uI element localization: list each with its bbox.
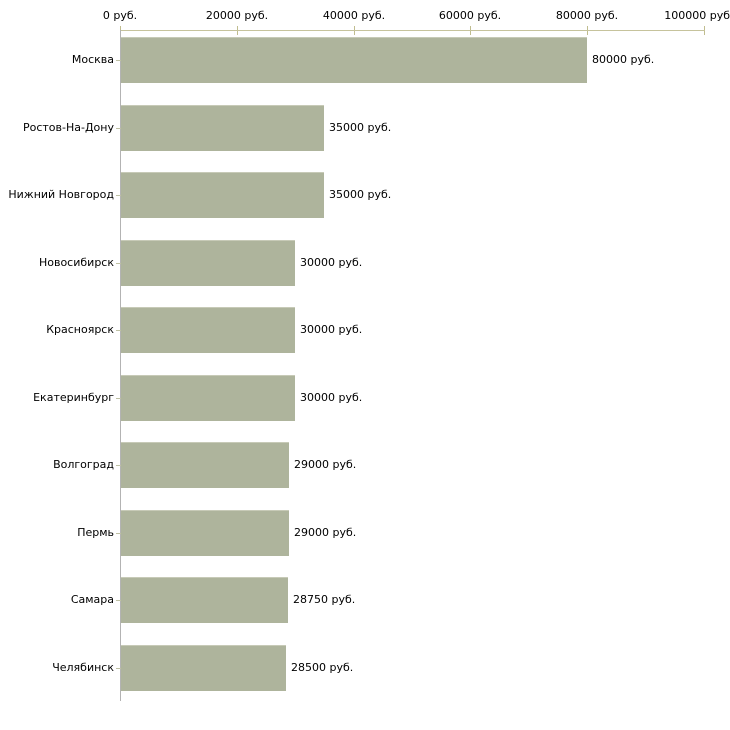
value-label: 28500 руб. [291, 661, 354, 674]
bar [121, 375, 295, 421]
x-axis-tick-label: 80000 руб. [555, 9, 619, 22]
y-axis-tick-mark [116, 465, 121, 466]
category-label: Москва [71, 53, 114, 66]
value-label: 28750 руб. [293, 593, 356, 606]
x-axis-tick-label: 60000 руб. [438, 9, 502, 22]
category-label: Екатеринбург [33, 391, 114, 404]
value-label: 30000 руб. [300, 323, 363, 336]
bar [121, 442, 289, 488]
y-axis-tick-mark [116, 533, 121, 534]
value-label: 35000 руб. [329, 188, 392, 201]
value-label: 29000 руб. [294, 526, 357, 539]
value-label: 30000 руб. [300, 256, 363, 269]
y-axis-tick-mark [116, 128, 121, 129]
y-axis-tick-mark [116, 398, 121, 399]
category-label: Нижний Новгород [8, 188, 114, 201]
x-axis-tick-label: 0 руб. [102, 9, 138, 22]
category-label: Красноярск [46, 323, 114, 336]
bar [121, 510, 289, 556]
category-label: Волгоград [53, 458, 114, 471]
category-label: Пермь [77, 526, 114, 539]
y-axis-tick-mark [116, 195, 121, 196]
category-label: Челябинск [52, 661, 114, 674]
bar [121, 645, 286, 691]
bar [121, 37, 587, 83]
bar [121, 240, 295, 286]
y-axis-tick-mark [116, 330, 121, 331]
y-axis-tick-mark [116, 263, 121, 264]
value-label: 29000 руб. [294, 458, 357, 471]
x-axis-tick-label: 40000 руб. [322, 9, 386, 22]
category-label: Новосибирск [38, 256, 114, 269]
bar [121, 172, 324, 218]
y-axis-line [120, 30, 121, 701]
x-axis-tick-label: 20000 руб. [205, 9, 269, 22]
y-axis-tick-mark [116, 600, 121, 601]
value-label: 35000 руб. [329, 121, 392, 134]
value-label: 80000 руб. [592, 53, 655, 66]
category-label: Самара [70, 593, 114, 606]
category-label: Ростов-На-Дону [22, 121, 114, 134]
y-axis-tick-mark [116, 668, 121, 669]
bar [121, 307, 295, 353]
x-axis-tick-label: 100000 руб [664, 9, 730, 22]
bar [121, 105, 324, 151]
bar [121, 577, 288, 623]
x-axis-line [120, 30, 705, 31]
y-axis-tick-mark [116, 60, 121, 61]
value-label: 30000 руб. [300, 391, 363, 404]
